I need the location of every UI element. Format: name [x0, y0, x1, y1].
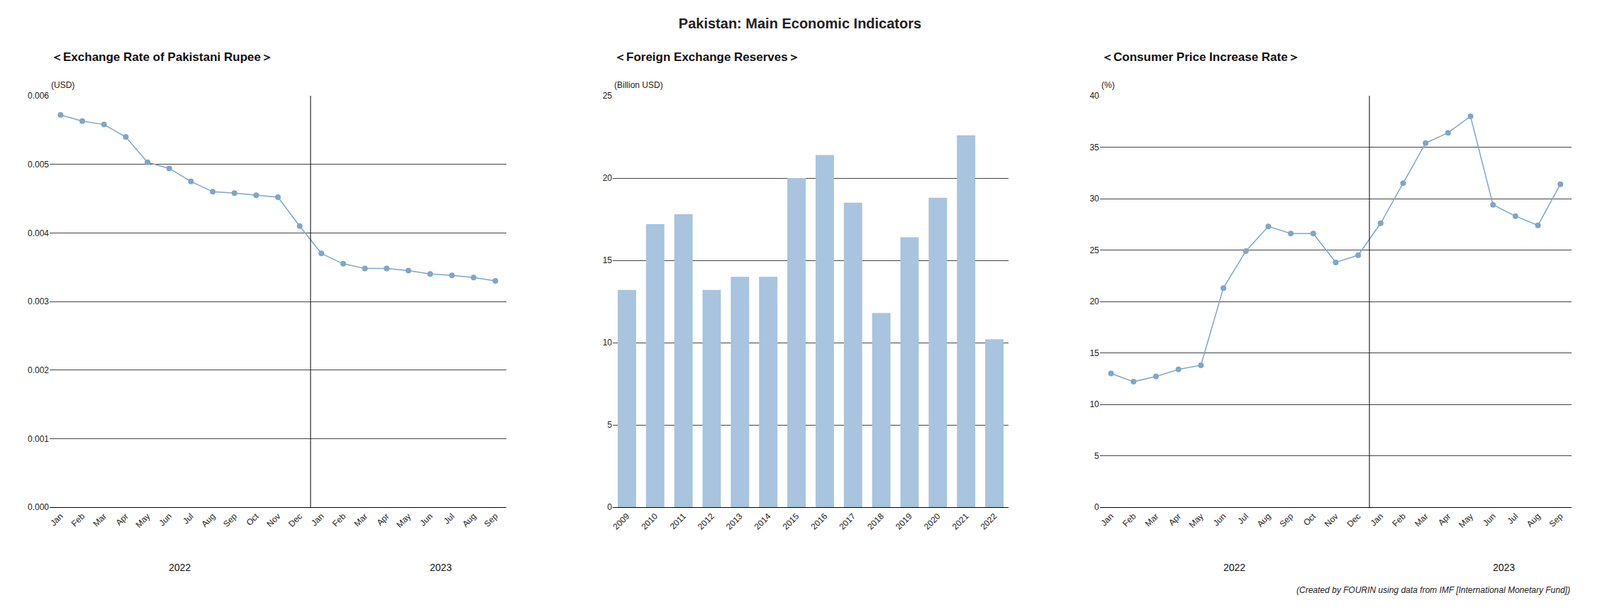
svg-text:2011: 2011 [668, 511, 688, 532]
svg-text:25: 25 [602, 90, 613, 101]
svg-text:Oct: Oct [1301, 510, 1319, 528]
svg-text:Jun: Jun [156, 511, 174, 529]
svg-text:(Created by FOURIN using data: (Created by FOURIN using data from IMF [… [1296, 585, 1571, 596]
svg-text:Feb: Feb [330, 511, 349, 530]
svg-text:2016: 2016 [809, 511, 830, 532]
svg-text:＜Exchange Rate of Pakistani Ru: ＜Exchange Rate of Pakistani Rupee＞ [51, 50, 274, 64]
svg-text:May: May [1456, 511, 1476, 530]
svg-text:2015: 2015 [780, 511, 802, 532]
svg-text:5: 5 [1094, 451, 1100, 461]
svg-text:2010: 2010 [639, 511, 660, 532]
svg-text:25: 25 [1089, 245, 1100, 256]
svg-text:0.003: 0.003 [27, 296, 49, 307]
svg-text:Sep: Sep [1277, 511, 1296, 530]
svg-text:2023: 2023 [429, 561, 452, 574]
svg-text:2022: 2022 [168, 561, 191, 574]
svg-text:2022: 2022 [978, 511, 1000, 532]
svg-text:Jun: Jun [1211, 511, 1229, 529]
svg-text:10: 10 [1089, 399, 1100, 410]
svg-text:Aug: Aug [1255, 511, 1274, 530]
svg-text:15: 15 [1089, 348, 1100, 359]
svg-text:Aug: Aug [460, 511, 479, 530]
svg-text:Oct: Oct [244, 510, 262, 528]
svg-text:2012: 2012 [695, 511, 717, 532]
svg-text:5: 5 [607, 419, 613, 430]
svg-text:2019: 2019 [893, 511, 915, 532]
svg-text:Jan: Jan [48, 511, 66, 529]
svg-text:Jan: Jan [1368, 511, 1386, 529]
svg-text:2020: 2020 [921, 511, 943, 532]
svg-text:2022: 2022 [1223, 561, 1246, 574]
svg-text:0.004: 0.004 [27, 228, 49, 239]
svg-text:Jul: Jul [180, 511, 196, 527]
svg-text:15: 15 [602, 255, 613, 266]
svg-text:Nov: Nov [264, 511, 283, 530]
svg-text:Jul: Jul [1235, 511, 1251, 527]
svg-text:0.000: 0.000 [27, 502, 49, 513]
svg-text:Sep: Sep [221, 511, 240, 530]
svg-text:Sep: Sep [1547, 511, 1566, 530]
svg-text:Jun: Jun [1480, 511, 1498, 529]
svg-text:Feb: Feb [69, 511, 88, 530]
svg-text:2009: 2009 [611, 511, 632, 532]
svg-text:Apr: Apr [114, 511, 131, 528]
svg-text:Mar: Mar [351, 511, 370, 530]
svg-text:2013: 2013 [724, 511, 745, 532]
svg-text:20: 20 [1089, 296, 1100, 307]
svg-text:Mar: Mar [1143, 511, 1161, 530]
svg-text:Dec: Dec [286, 511, 305, 530]
svg-text:2023: 2023 [1492, 561, 1515, 574]
svg-text:May: May [1187, 511, 1206, 530]
svg-text:2018: 2018 [865, 511, 886, 532]
svg-text:Apr: Apr [1436, 511, 1453, 528]
svg-text:20: 20 [602, 173, 613, 183]
svg-text:35: 35 [1089, 142, 1100, 153]
svg-text:＜Foreign Exchange Reserves＞: ＜Foreign Exchange Reserves＞ [614, 50, 800, 64]
svg-text:Mar: Mar [90, 511, 109, 530]
svg-text:Jun: Jun [417, 511, 435, 529]
svg-text:May: May [394, 511, 413, 530]
svg-text:0.002: 0.002 [27, 365, 49, 376]
svg-text:10: 10 [602, 337, 613, 348]
svg-text:0.001: 0.001 [27, 434, 49, 444]
svg-text:Jan: Jan [1098, 511, 1116, 529]
svg-text:40: 40 [1089, 90, 1100, 101]
svg-text:Aug: Aug [199, 511, 218, 530]
svg-text:(USD): (USD) [51, 80, 75, 91]
svg-text:2014: 2014 [752, 511, 774, 532]
svg-text:2021: 2021 [950, 511, 971, 532]
svg-text:0.005: 0.005 [27, 159, 49, 170]
svg-text:(%): (%) [1101, 80, 1115, 91]
svg-text:2017: 2017 [836, 511, 858, 532]
svg-text:0: 0 [607, 502, 613, 513]
svg-text:Jul: Jul [1504, 511, 1520, 527]
svg-text:0.006: 0.006 [27, 90, 49, 101]
svg-text:Nov: Nov [1322, 511, 1341, 530]
svg-text:Aug: Aug [1524, 511, 1543, 530]
svg-text:＜Consumer Price Increase Rate＞: ＜Consumer Price Increase Rate＞ [1101, 50, 1300, 64]
svg-text:Dec: Dec [1344, 511, 1363, 530]
svg-text:Apr: Apr [1166, 511, 1183, 528]
svg-text:Pakistan: Main Economic Indica: Pakistan: Main Economic Indicators [678, 15, 922, 32]
svg-text:Jul: Jul [441, 511, 457, 527]
svg-text:Mar: Mar [1412, 511, 1431, 530]
svg-text:Jan: Jan [309, 511, 327, 529]
svg-text:Feb: Feb [1120, 511, 1139, 530]
svg-text:Sep: Sep [482, 511, 500, 530]
svg-text:0: 0 [1094, 502, 1100, 513]
svg-text:Feb: Feb [1390, 511, 1408, 530]
svg-text:Apr: Apr [374, 511, 391, 528]
svg-text:30: 30 [1089, 193, 1100, 204]
svg-text:May: May [133, 511, 152, 530]
svg-text:(Billion USD): (Billion USD) [614, 80, 664, 91]
